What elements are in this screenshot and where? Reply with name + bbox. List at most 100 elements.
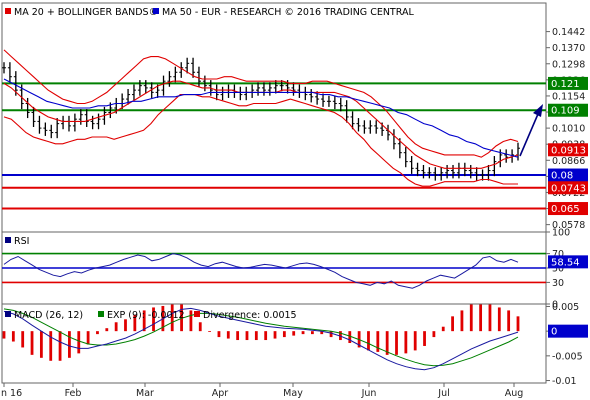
xtick-label: Jul — [437, 388, 449, 399]
divergence-bar — [516, 316, 520, 332]
series-ma-50 — [3, 78, 519, 158]
price-bar — [451, 164, 456, 179]
macd-panel — [1, 303, 547, 384]
svg-text:0.065: 0.065 — [551, 204, 580, 215]
price-ytick-label: 0.1154 — [552, 91, 585, 102]
divergence-bar — [441, 326, 445, 332]
divergence-bar — [423, 331, 426, 346]
divergence-bar — [68, 331, 71, 358]
divergence-bar — [49, 331, 53, 361]
legend-exp-swatch — [98, 311, 104, 317]
price-bar — [433, 167, 438, 181]
divergence-bar — [124, 319, 127, 332]
level-tag-1: 0.109 — [548, 103, 588, 117]
divergence-bar — [152, 307, 155, 332]
divergence-bar — [208, 331, 211, 332]
divergence-bar — [264, 331, 268, 341]
price-bar — [96, 113, 101, 130]
price-ytick-label: 0.1010 — [552, 124, 585, 135]
divergence-bar — [105, 328, 109, 332]
price-bar — [409, 156, 414, 174]
divergence-bar — [30, 331, 34, 355]
price-bar — [78, 109, 83, 125]
price-bar — [338, 97, 343, 112]
legend-macd: MACD (26, 12) — [14, 310, 83, 321]
divergence-bar — [488, 304, 492, 332]
price-bar — [504, 149, 509, 163]
series-rsi — [3, 253, 519, 289]
price-ytick-label: 0.0578 — [552, 220, 585, 231]
price-bar — [2, 62, 6, 74]
price-ytick-label: 0.1370 — [552, 43, 585, 54]
price-ytick-label: 0.0866 — [552, 156, 585, 167]
divergence-bar — [86, 331, 90, 345]
divergence-bar — [189, 310, 193, 332]
divergence-bar — [217, 331, 221, 338]
legend-rsi: RSI — [14, 236, 29, 247]
divergence-bar — [497, 307, 501, 332]
price-bar — [49, 124, 54, 139]
price-bar — [173, 66, 178, 83]
price-bar — [31, 106, 36, 127]
rsi-ytick-label: 50 — [552, 264, 564, 275]
price-ytick-label: 0.1442 — [552, 27, 585, 38]
xtick-label: Mar — [136, 388, 154, 399]
level-tag-2: 0.08 — [548, 168, 588, 182]
price-bar — [7, 62, 12, 83]
divergence-bar — [320, 331, 324, 335]
price-ytick-label: 0.1298 — [552, 59, 585, 70]
divergence-bar — [479, 304, 483, 332]
price-bar — [43, 122, 48, 136]
price-bar — [202, 75, 207, 92]
svg-text:0.08: 0.08 — [551, 171, 573, 182]
divergence-bar — [273, 331, 277, 339]
price-bar — [256, 82, 261, 96]
price-bar — [368, 120, 373, 134]
price-bar — [486, 164, 491, 181]
divergence-bar — [367, 331, 370, 351]
xtick-label: Apr — [212, 388, 229, 399]
divergence-bar — [226, 331, 230, 339]
divergence-bar — [2, 331, 6, 339]
forecast-arrow-icon — [533, 104, 543, 117]
price-bar — [167, 71, 172, 87]
legend-rsi-swatch — [5, 237, 11, 243]
price-bar — [25, 97, 30, 119]
price-bar — [131, 84, 136, 101]
divergence-bar — [170, 304, 174, 332]
forecast-arrow-line — [519, 113, 539, 157]
price-bar — [356, 118, 361, 132]
price-bar — [468, 164, 473, 179]
legend-divergence: Divergence: 0.0015 — [203, 310, 297, 321]
price-bar — [191, 57, 196, 78]
divergence-bar — [329, 331, 333, 338]
divergence-bar — [21, 331, 25, 348]
price-bar — [291, 82, 296, 96]
legend-ma20: MA 20 + BOLLINGER BANDS® — [14, 7, 158, 18]
divergence-bar — [39, 331, 43, 358]
price-bar — [374, 120, 379, 134]
legend-ma50-swatch — [153, 8, 159, 14]
price-bar — [84, 109, 89, 127]
divergence-bar — [395, 331, 398, 355]
rsi-last-tag: 58.54 — [548, 255, 588, 269]
legend-divergence-swatch — [194, 311, 200, 317]
svg-text:0.0913: 0.0913 — [551, 145, 586, 156]
level-tag-4: 0.065 — [548, 202, 588, 216]
rsi-ytick-label: 100 — [552, 228, 570, 239]
divergence-bar — [385, 331, 389, 355]
divergence-bar — [404, 331, 408, 354]
svg-text:0.0743: 0.0743 — [551, 183, 586, 194]
price-bar — [279, 80, 284, 92]
divergence-bar — [451, 316, 454, 332]
price-bar — [90, 115, 95, 130]
price-bar — [179, 62, 184, 78]
divergence-bar — [507, 310, 511, 332]
rsi-ytick-label: 0 — [552, 300, 558, 311]
divergence-bar — [292, 331, 296, 336]
divergence-bar — [77, 331, 81, 354]
svg-text:0.121: 0.121 — [551, 79, 580, 90]
price-bar — [344, 100, 349, 123]
price-bar — [185, 57, 190, 74]
level-tag-3: 0.0743 — [548, 181, 588, 195]
